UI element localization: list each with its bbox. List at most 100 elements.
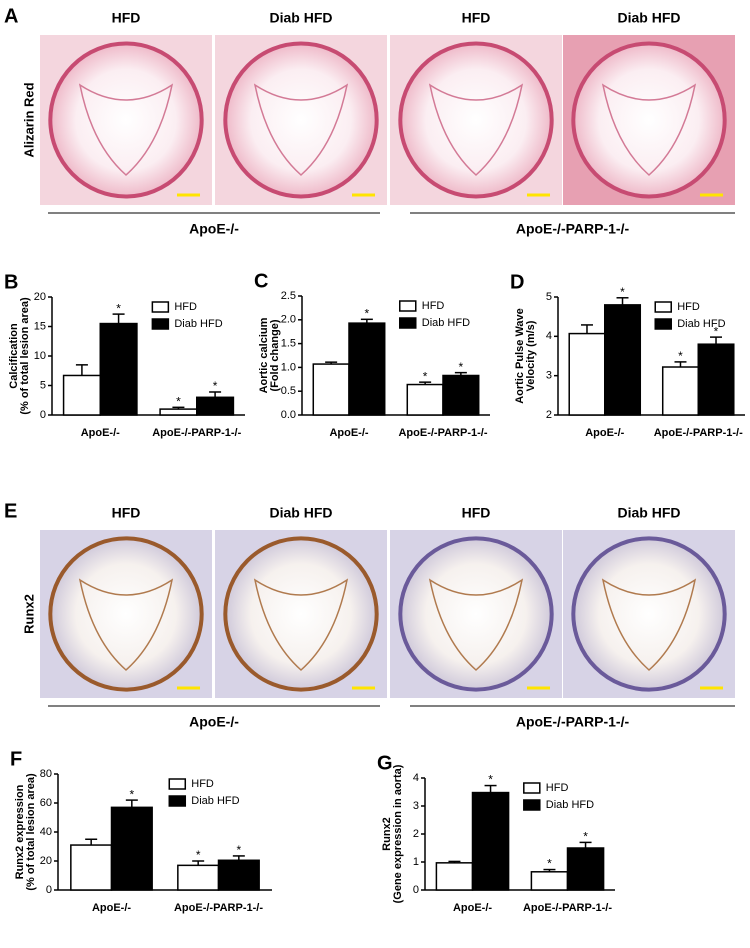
- vessel: [48, 536, 204, 692]
- legend-swatch: [399, 317, 417, 329]
- legend-label: Diab HFD: [174, 318, 222, 330]
- legend-label: Diab HFD: [191, 795, 239, 807]
- significance-marker: *: [459, 360, 464, 374]
- y-tick-label: 60: [40, 797, 52, 809]
- x-tick-label: ApoE-/-: [585, 427, 624, 439]
- column-label: HFD: [112, 10, 141, 26]
- row-label: Runx2: [21, 594, 36, 634]
- y-tick-label: 1.0: [281, 361, 296, 373]
- y-tick-label: 20: [40, 855, 52, 867]
- vessel: [571, 536, 727, 692]
- column-label: Diab HFD: [270, 10, 333, 26]
- panel-letter: A: [4, 5, 18, 27]
- legend-swatch: [151, 318, 170, 330]
- legend-swatch: [654, 301, 672, 313]
- significance-marker: *: [423, 369, 428, 383]
- group-label: ApoE-/-PARP-1-/-: [516, 714, 630, 730]
- legend-label: HFD: [174, 301, 197, 313]
- significance-marker: *: [547, 857, 552, 871]
- vessel: [398, 536, 554, 692]
- group-label: ApoE-/-PARP-1-/-: [516, 221, 630, 237]
- vessel: [398, 41, 554, 199]
- x-tick-label: ApoE-/-PARP-1-/-: [523, 902, 612, 914]
- y-axis-label: (Gene expression in aorta): [392, 764, 404, 903]
- y-tick-label: 3: [546, 370, 552, 382]
- significance-marker: *: [129, 787, 134, 801]
- bar: [177, 864, 220, 891]
- legend-swatch: [151, 301, 170, 313]
- bar: [217, 859, 260, 891]
- y-tick-label: 20: [34, 291, 46, 303]
- y-axis-label: Calcification: [8, 323, 20, 389]
- lumen: [78, 83, 174, 177]
- legend-label: HFD: [191, 778, 214, 790]
- y-tick-label: 40: [40, 826, 52, 838]
- significance-marker: *: [678, 349, 683, 363]
- column-label: Diab HFD: [270, 505, 333, 521]
- column-label: HFD: [112, 505, 141, 521]
- x-tick-label: ApoE-/-: [453, 902, 492, 914]
- x-tick-label: ApoE-/-: [92, 902, 131, 914]
- bar: [196, 396, 235, 416]
- column-label: HFD: [462, 505, 491, 521]
- y-axis-label: Runx2: [381, 817, 393, 851]
- y-tick-label: 1.5: [281, 338, 296, 350]
- lumen: [253, 578, 349, 672]
- panel-letter: B: [4, 271, 18, 293]
- legend-swatch: [654, 318, 672, 330]
- y-tick-label: 5: [40, 379, 46, 391]
- row-label: Alizarin Red: [21, 82, 36, 157]
- y-tick-label: 15: [34, 320, 46, 332]
- bar: [442, 374, 480, 416]
- panel-letter: C: [254, 270, 268, 292]
- significance-marker: *: [583, 830, 588, 844]
- significance-marker: *: [236, 843, 241, 857]
- y-tick-label: 0.0: [281, 409, 296, 421]
- vessel: [223, 41, 379, 199]
- group-label: ApoE-/-: [189, 221, 239, 237]
- panel-letter: D: [510, 271, 524, 293]
- legend-swatch: [523, 799, 541, 811]
- bar: [435, 862, 474, 891]
- significance-marker: *: [176, 395, 181, 409]
- y-tick-label: 4: [546, 330, 552, 342]
- x-tick-label: ApoE-/-PARP-1-/-: [152, 427, 241, 439]
- legend-label: Diab HFD: [677, 318, 725, 330]
- legend-label: HFD: [677, 301, 700, 313]
- y-tick-label: 0: [40, 409, 46, 421]
- significance-marker: *: [620, 285, 625, 299]
- y-axis-label: (Fold change): [269, 319, 281, 391]
- y-tick-label: 2: [413, 828, 419, 840]
- legend-label: HFD: [546, 782, 569, 794]
- x-tick-label: ApoE-/-PARP-1-/-: [398, 427, 487, 439]
- bar: [312, 363, 350, 416]
- bar: [604, 304, 642, 416]
- significance-marker: *: [213, 379, 218, 393]
- bar: [697, 343, 735, 416]
- y-tick-label: 3: [413, 800, 419, 812]
- lumen: [428, 83, 524, 177]
- significance-marker: *: [196, 848, 201, 862]
- y-tick-label: 80: [40, 768, 52, 780]
- column-label: Diab HFD: [618, 505, 681, 521]
- significance-marker: *: [714, 324, 719, 338]
- column-label: Diab HFD: [618, 10, 681, 26]
- bar: [70, 844, 113, 891]
- bar: [99, 322, 138, 416]
- significance-marker: *: [365, 306, 370, 320]
- legend-swatch: [523, 782, 541, 794]
- bar: [110, 806, 153, 891]
- y-tick-label: 2.5: [281, 290, 296, 302]
- x-tick-label: ApoE-/-: [329, 427, 368, 439]
- lumen: [428, 578, 524, 672]
- legend-swatch: [168, 795, 187, 807]
- group-label: ApoE-/-: [189, 714, 239, 730]
- y-axis-label: Aortic calcium: [258, 317, 270, 393]
- bar: [406, 383, 444, 416]
- y-tick-label: 0: [413, 884, 419, 896]
- legend-label: Diab HFD: [422, 317, 470, 329]
- x-tick-label: ApoE-/-PARP-1-/-: [174, 902, 263, 914]
- bar: [348, 322, 386, 416]
- bar: [566, 847, 605, 891]
